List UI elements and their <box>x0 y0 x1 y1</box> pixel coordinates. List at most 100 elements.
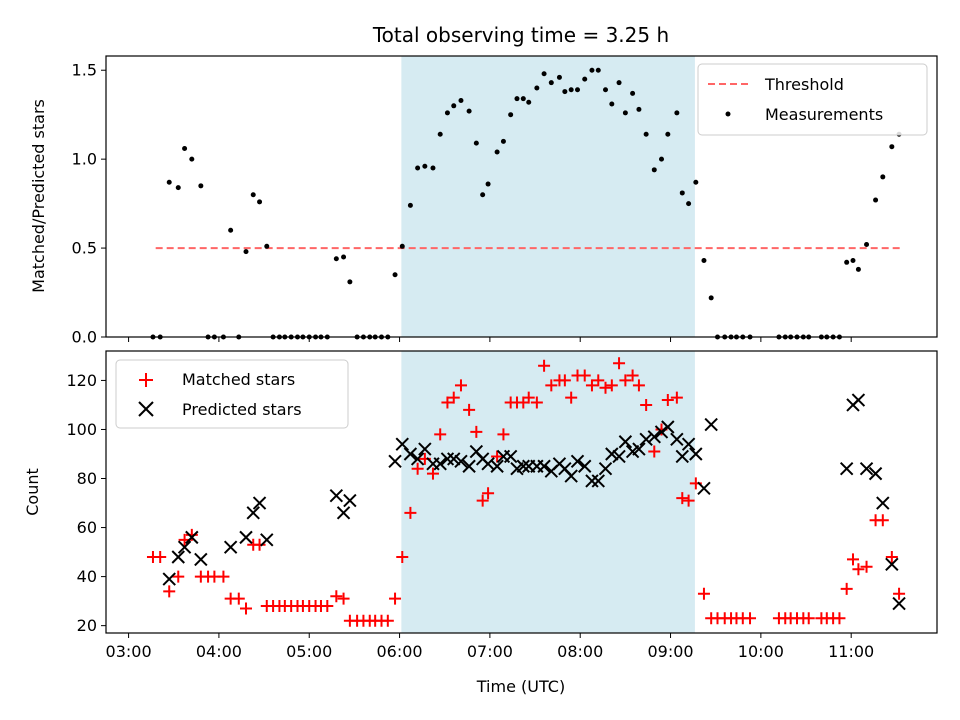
measurement-point <box>480 192 486 198</box>
x-tick-label: 05:00 <box>286 642 332 661</box>
matched-star-point <box>833 612 846 625</box>
measurement-point <box>595 67 601 73</box>
measurement-point <box>622 110 628 116</box>
predicted-star-point <box>605 447 619 461</box>
top-y-tick-label: 1.5 <box>72 61 97 80</box>
predicted-star-point <box>185 530 199 545</box>
measurement-point <box>415 165 421 171</box>
predicted-star-point <box>681 437 696 451</box>
predicted-star-point <box>440 452 455 466</box>
predicted-star-point <box>564 469 578 483</box>
measurement-point <box>466 108 472 114</box>
measurement-point <box>556 74 562 80</box>
matched-star-point <box>389 592 402 605</box>
matched-star-point <box>893 587 906 600</box>
predicted-star-point <box>516 459 531 473</box>
measurement-point <box>844 259 850 265</box>
matched-star-point <box>885 550 898 563</box>
matched-star-point <box>648 445 661 458</box>
matched-star-point <box>454 379 467 392</box>
matched-star-point <box>232 592 245 605</box>
measurement-point <box>347 279 353 285</box>
measurement-point <box>686 201 692 207</box>
measurement-point <box>636 106 642 112</box>
matched-star-point <box>411 462 424 475</box>
measurement-point <box>514 96 520 102</box>
x-tick-label: 04:00 <box>196 642 242 661</box>
bottom-x-ticks: 03:00 04:00 05:00 06:00 07:00 08:00 09:00 10:00… <box>106 633 874 661</box>
predicted-star-point <box>675 449 689 464</box>
predicted-star-point <box>839 461 854 476</box>
matched-stars-points <box>146 357 906 627</box>
predicted-star-point <box>162 572 176 586</box>
matched-star-point <box>470 425 483 438</box>
x-axis-label: Time (UTC) <box>476 677 565 696</box>
measurement-point <box>855 266 861 272</box>
matched-star-point <box>538 359 551 372</box>
measurement-point <box>430 165 436 171</box>
measurement-point <box>880 174 886 180</box>
measurement-point <box>182 145 188 151</box>
matched-star-point <box>337 592 350 605</box>
predicted-star-point <box>395 437 409 451</box>
matched-star-point <box>497 428 510 441</box>
measurement-point <box>582 76 588 82</box>
matched-star-point <box>599 381 612 394</box>
matched-star-point <box>253 538 266 551</box>
measurement-point <box>228 227 234 233</box>
measurement-point <box>864 242 870 248</box>
predicted-star-point <box>503 449 518 464</box>
measurement-point <box>500 138 506 144</box>
predicted-star-point <box>246 506 260 520</box>
matched-star-point <box>434 428 447 441</box>
matched-star-point <box>661 394 674 407</box>
measurement-point <box>575 87 581 93</box>
predicted-star-point <box>647 430 661 444</box>
matched-star-point <box>163 585 176 598</box>
top-y-axis-label: Matched/Predicted stars <box>29 99 48 293</box>
bottom-panel: 20 40 60 80 100 120 03:00 04:00 05:00 06:00 07:00… <box>23 350 938 696</box>
matched-star-point <box>613 357 626 370</box>
predicted-star-point <box>578 459 592 473</box>
predicted-star-point <box>454 454 468 469</box>
matched-star-point <box>330 590 343 603</box>
matched-star-point <box>447 391 460 404</box>
bottom-legend-box <box>115 359 349 429</box>
predicted-star-point <box>885 557 899 572</box>
matched-star-point <box>697 587 710 600</box>
top-y-tick-label: 1.0 <box>72 150 97 169</box>
measurement-point <box>485 181 491 187</box>
x-tick-label: 03:00 <box>106 642 152 661</box>
x-tick-label: 10:00 <box>738 642 784 661</box>
measurement-point <box>873 197 879 203</box>
measurement-point <box>243 249 249 255</box>
matched-star-point <box>670 391 683 404</box>
matched-star-point <box>592 374 605 387</box>
predicted-star-point <box>388 454 402 469</box>
measurement-point <box>189 156 195 162</box>
predicted-star-point <box>336 506 351 520</box>
predicted-star-point <box>403 447 418 461</box>
top-legend-box <box>697 63 928 136</box>
predicted-star-point <box>343 493 357 508</box>
predicted-star-point <box>612 449 626 464</box>
matched-star-point <box>605 379 618 392</box>
bottom-y-tick-label: 40 <box>77 567 97 586</box>
predicted-star-point <box>239 530 253 545</box>
predicted-star-point <box>260 533 274 547</box>
measurement-point <box>444 110 450 116</box>
measurement-point <box>651 167 657 173</box>
legend-predicted-swatch <box>138 401 154 417</box>
matched-star-point <box>476 494 489 507</box>
bottom-shade-rect <box>401 351 695 633</box>
measurement-point <box>399 243 405 249</box>
measurement-point <box>630 90 636 96</box>
predicted-star-point <box>661 420 675 434</box>
matched-star-point <box>558 374 571 387</box>
matched-star-point <box>185 528 198 541</box>
matched-star-point <box>846 553 859 566</box>
predicted-star-point <box>598 461 613 476</box>
predicted-star-point <box>410 452 425 466</box>
matched-star-point <box>585 379 598 392</box>
